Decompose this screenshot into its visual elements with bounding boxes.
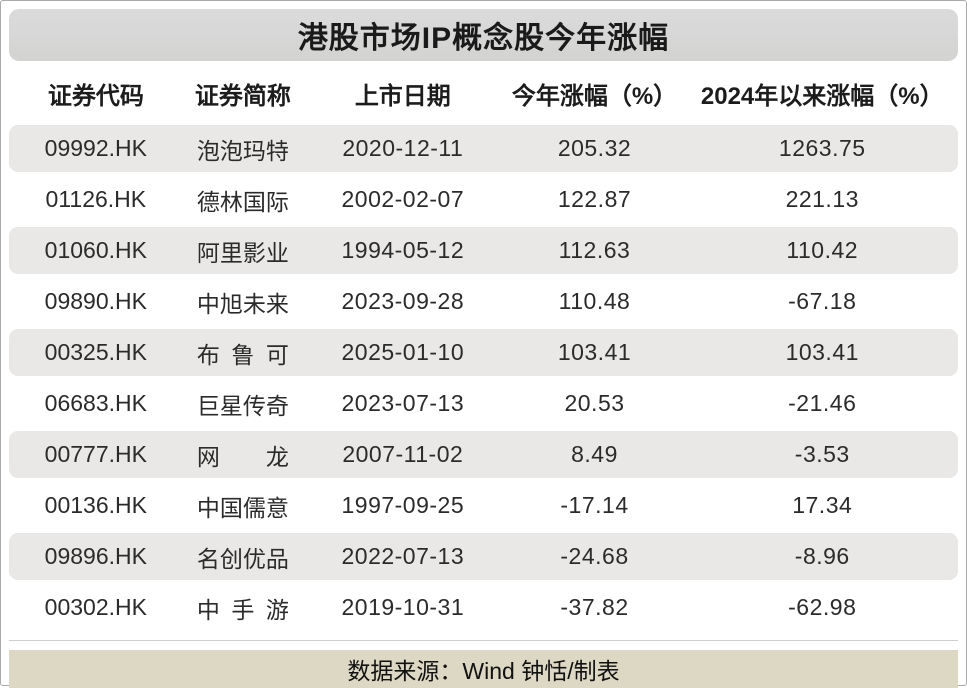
cell-since-2024-change: -3.53 (794, 441, 850, 467)
cell-stock-name: 巨星传奇 (196, 392, 289, 419)
cell-ytd-change: -24.68 (560, 543, 629, 569)
footer-bar: 数据来源：Wind 钟恬/制表 (9, 650, 958, 688)
cell-stock-name: 网龙 (196, 443, 289, 470)
cell-ytd-change: 110.48 (558, 288, 631, 314)
cell-list-date: 2023-09-28 (341, 288, 465, 314)
cell-list-date: 2002-02-07 (341, 186, 465, 212)
cell-list-date: 1994-05-12 (341, 237, 465, 263)
table-row: 09896.HK 名创优品 2022-07-13 -24.68 -8.96 (9, 533, 958, 580)
cell-stock-code: 09896.HK (44, 543, 147, 569)
cell-since-2024-change: -8.96 (794, 543, 850, 569)
cell-since-2024-change: -67.18 (788, 288, 857, 314)
col-header-stock-name: 证券简称 (194, 82, 291, 110)
cell-since-2024-change: 17.34 (792, 492, 853, 518)
cell-stock-code: 06683.HK (44, 390, 147, 416)
cell-stock-name: 名创优品 (196, 545, 289, 572)
table-row: 09890.HK 中旭未来 2023-09-28 110.48 -67.18 (9, 278, 958, 325)
cell-stock-code: 09890.HK (44, 288, 147, 314)
cell-list-date: 2023-07-13 (341, 390, 465, 416)
table-row: 01060.HK 阿里影业 1994-05-12 112.63 110.42 (9, 227, 958, 274)
cell-since-2024-change: -62.98 (788, 594, 857, 620)
cell-ytd-change: -17.14 (560, 492, 629, 518)
col-header-stock-code: 证券代码 (47, 82, 144, 110)
cell-stock-name: 阿里影业 (196, 239, 289, 266)
table-title: 港股市场IP概念股今年涨幅 (9, 9, 958, 61)
table-body: 09992.HK 泡泡玛特 2020-12-11 205.32 1263.75 … (9, 125, 958, 641)
cell-since-2024-change: 103.41 (785, 339, 859, 365)
table-row: 01126.HK 德林国际 2002-02-07 122.87 221.13 (9, 176, 958, 223)
cell-ytd-change: 8.49 (571, 441, 618, 467)
table-row: 00325.HK 布鲁可 2025-01-10 103.41 103.41 (9, 329, 958, 376)
cell-stock-code: 00136.HK (44, 492, 147, 518)
col-header-ytd-change: 今年涨幅（%） (511, 82, 678, 110)
cell-stock-name: 布鲁可 (196, 341, 289, 368)
table-row: 09992.HK 泡泡玛特 2020-12-11 205.32 1263.75 (9, 125, 958, 172)
col-header-since-2024-change: 2024年以来涨幅（%） (700, 82, 944, 110)
table-row: 06683.HK 巨星传奇 2023-07-13 20.53 -21.46 (9, 380, 958, 427)
cell-list-date: 2022-07-13 (341, 543, 465, 569)
cell-since-2024-change: 221.13 (785, 186, 859, 212)
cell-stock-code: 09992.HK (44, 135, 147, 161)
data-source-text: 数据来源：Wind 钟恬/制表 (347, 658, 620, 684)
table-row: 00302.HK 中手游 2019-10-31 -37.82 -62.98 (9, 584, 958, 631)
cell-list-date: 2020-12-11 (342, 135, 464, 161)
cell-ytd-change: -37.82 (560, 594, 629, 620)
cell-ytd-change: 112.63 (558, 237, 631, 263)
cell-ytd-change: 20.53 (564, 390, 625, 416)
cell-stock-code: 00777.HK (44, 441, 147, 467)
table-row: 00777.HK 网龙 2007-11-02 8.49 -3.53 (9, 431, 958, 478)
header-row: 证券代码 证券简称 上市日期 今年涨幅（%） 2024年以来涨幅（%） (9, 61, 958, 125)
cell-stock-name: 中国儒意 (196, 494, 289, 521)
cell-since-2024-change: -21.46 (788, 390, 857, 416)
cell-list-date: 1997-09-25 (341, 492, 465, 518)
table-row: 00136.HK 中国儒意 1997-09-25 -17.14 17.34 (9, 482, 958, 529)
cell-list-date: 2007-11-02 (342, 441, 464, 467)
cell-stock-code: 00325.HK (44, 339, 147, 365)
cell-stock-code: 01060.HK (44, 237, 147, 263)
cell-list-date: 2019-10-31 (341, 594, 465, 620)
cell-stock-name: 泡泡玛特 (196, 137, 289, 164)
cell-stock-code: 00302.HK (44, 594, 147, 620)
cell-stock-name: 中旭未来 (196, 290, 289, 317)
cell-list-date: 2025-01-10 (341, 339, 465, 365)
cell-ytd-change: 205.32 (557, 135, 632, 161)
cell-since-2024-change: 1263.75 (778, 135, 866, 161)
cell-since-2024-change: 110.42 (786, 237, 859, 263)
cell-stock-code: 01126.HK (45, 186, 147, 212)
cell-stock-name: 德林国际 (196, 188, 289, 215)
cell-stock-name: 中手游 (196, 596, 289, 623)
cell-ytd-change: 122.87 (557, 186, 632, 212)
cell-ytd-change: 103.41 (557, 339, 632, 365)
col-header-list-date: 上市日期 (354, 82, 451, 110)
